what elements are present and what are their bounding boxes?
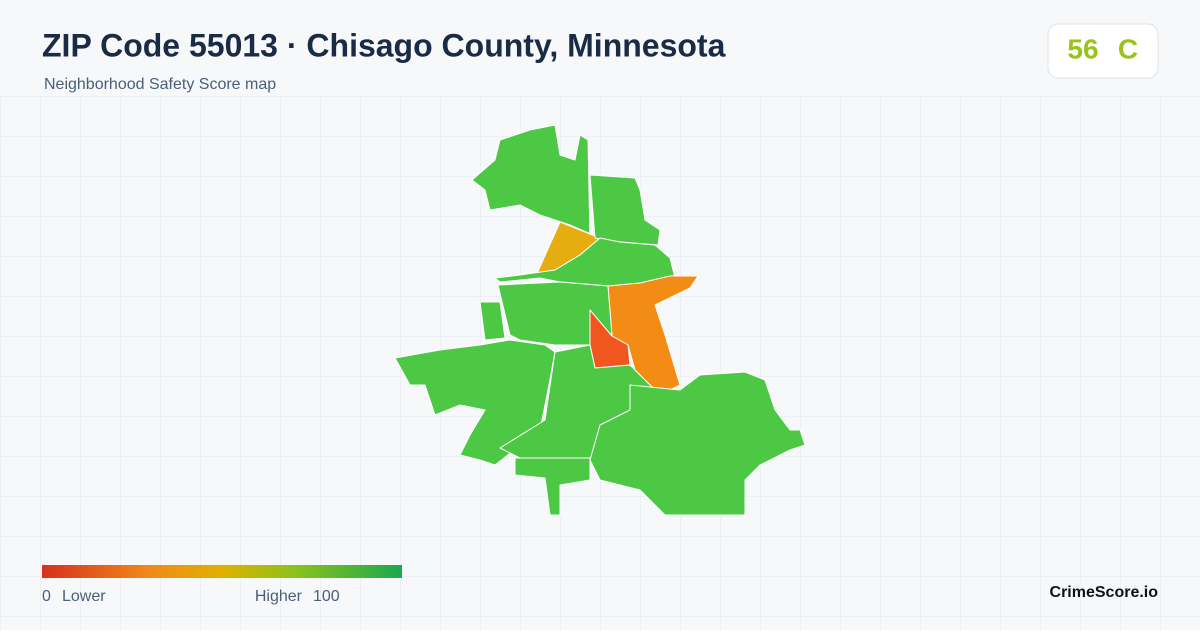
- map: [394, 124, 806, 516]
- title: ZIP Code 55013 · Chisago County, Minneso…: [42, 27, 726, 63]
- score-grade: C: [1118, 33, 1138, 64]
- legend-max-label: Higher: [255, 588, 303, 605]
- score-value: 56: [1067, 33, 1098, 64]
- legend-max: 100: [313, 588, 340, 605]
- map-region: [514, 457, 591, 516]
- legend-min-label: Lower: [62, 588, 106, 605]
- subtitle: Neighborhood Safety Score map: [44, 76, 276, 93]
- score-box: [1047, 23, 1159, 79]
- legend-bar: [42, 565, 402, 578]
- legend-min: 0: [42, 588, 51, 605]
- brand: CrimeScore.io: [1050, 584, 1159, 601]
- map-region: [497, 281, 613, 346]
- map-region: [589, 371, 806, 516]
- map-region: [479, 301, 506, 341]
- map-region: [394, 339, 556, 466]
- map-region: [471, 124, 601, 241]
